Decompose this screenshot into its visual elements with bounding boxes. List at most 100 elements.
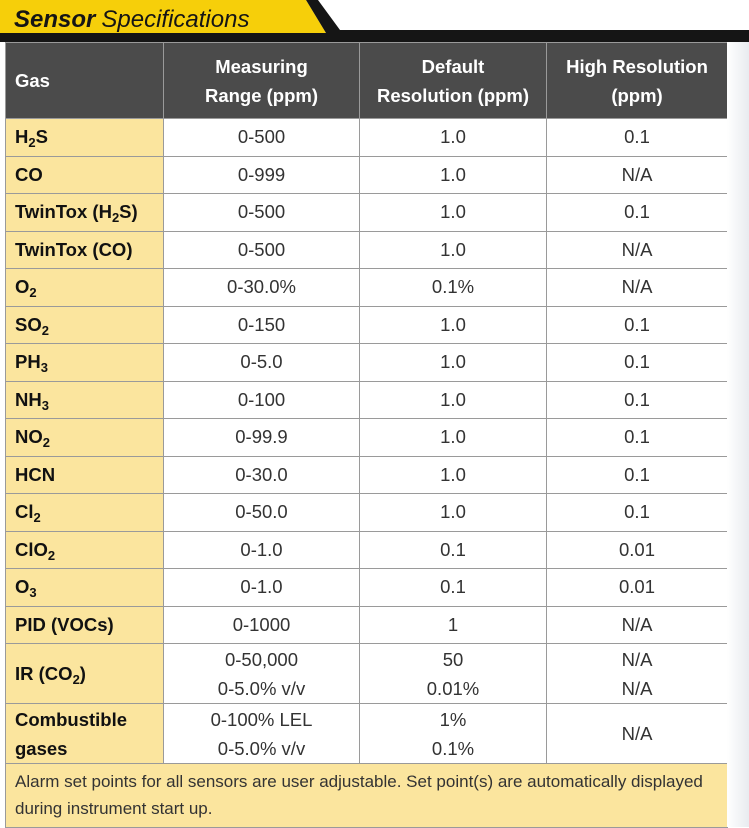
header-high-resolution: High Resolution (ppm): [546, 42, 728, 119]
default-line: 1%: [439, 708, 467, 730]
gas-subscript: 3: [41, 397, 49, 413]
range-cell: 0-30.0: [163, 455, 360, 494]
gas-text: TwinTox (H: [15, 201, 112, 223]
gas-cell: H2S: [5, 118, 164, 157]
high-resolution-cell: 0.1: [546, 380, 728, 419]
range-line: 0-50,000: [224, 648, 299, 670]
gas-text: O: [15, 276, 30, 298]
default-resolution-cell: 1.0: [359, 305, 547, 344]
default-resolution-cell: 1.0: [359, 380, 547, 419]
range-cell: 0-500: [163, 230, 360, 269]
high-resolution-cell: 0.1: [546, 493, 728, 532]
table-row: IR (CO2) 0-50,000 0-5.0% v/v 50 0.01% N/…: [5, 643, 728, 704]
gas-text: ClO: [15, 538, 48, 560]
gas-line: gases: [15, 737, 68, 759]
header-gas: Gas: [5, 42, 164, 119]
header-line: Range (ppm): [204, 84, 319, 106]
gas-subscript: 2: [28, 135, 36, 151]
gas-text: PH: [15, 351, 41, 373]
gas-subscript: 3: [40, 360, 48, 376]
gas-subscript: 2: [72, 671, 80, 687]
range-line: 0-5.0% v/v: [217, 737, 306, 759]
high-resolution-cell: N/A: [546, 703, 728, 764]
high-resolution-cell: N/A: [546, 605, 728, 644]
default-resolution-cell: 1: [359, 605, 547, 644]
range-cell: 0-50.0: [163, 493, 360, 532]
gas-text: S: [35, 126, 48, 148]
table-row: H2S 0-500 1.0 0.1: [5, 118, 728, 157]
range-cell: 0-999: [163, 155, 360, 194]
gas-cell: Combustible gases: [5, 703, 164, 764]
gas-subscript: 3: [29, 585, 37, 601]
gas-text: NH: [15, 388, 42, 410]
gas-cell: CO: [5, 155, 164, 194]
default-resolution-cell: 0.1: [359, 568, 547, 607]
gas-text: O: [15, 576, 30, 598]
gas-line: Combustible: [15, 708, 128, 730]
range-line: 0-100% LEL: [210, 708, 313, 730]
range-cell: 0-500: [163, 193, 360, 232]
gas-cell: NO2: [5, 418, 164, 457]
title-rest: Specifications: [101, 6, 250, 33]
range-cell: 0-150: [163, 305, 360, 344]
header-line: Measuring: [215, 55, 308, 77]
high-line: N/A: [621, 648, 653, 670]
gas-text: SO: [15, 313, 42, 335]
default-resolution-cell: 1.0: [359, 343, 547, 382]
high-resolution-cell: N/A N/A: [546, 643, 728, 704]
table-row: NH3 0-100 1.0 0.1: [5, 380, 728, 419]
range-cell: 0-500: [163, 118, 360, 157]
range-cell: 0-100: [163, 380, 360, 419]
gas-cell: SO2: [5, 305, 164, 344]
default-line: 0.01%: [426, 677, 480, 699]
high-resolution-cell: 0.1: [546, 193, 728, 232]
gas-cell: TwinTox (H2S): [5, 193, 164, 232]
high-resolution-cell: N/A: [546, 230, 728, 269]
header-measuring-range: Measuring Range (ppm): [163, 42, 360, 119]
gas-subscript: 2: [111, 210, 120, 226]
range-cell: 0-1.0: [163, 530, 360, 569]
gas-subscript: 2: [42, 435, 50, 451]
gas-cell: TwinTox (CO): [5, 230, 164, 269]
high-line: N/A: [621, 677, 653, 699]
table-header-row: Gas Measuring Range (ppm) Default Resolu…: [5, 42, 728, 119]
high-resolution-cell: N/A: [546, 155, 728, 194]
default-resolution-cell: 0.1%: [359, 268, 547, 307]
sensor-spec-table: Gas Measuring Range (ppm) Default Resolu…: [5, 42, 728, 828]
header-line: Resolution (ppm): [376, 84, 530, 106]
gas-subscript: 2: [33, 510, 41, 526]
gas-cell: PH3: [5, 343, 164, 382]
high-resolution-cell: 0.1: [546, 305, 728, 344]
table-row: ClO2 0-1.0 0.1 0.01: [5, 530, 728, 569]
header-default-resolution: Default Resolution (ppm): [359, 42, 547, 119]
table-row: PID (VOCs) 0-1000 1 N/A: [5, 605, 728, 644]
gas-text: Cl: [15, 501, 34, 523]
default-resolution-cell: 1.0: [359, 155, 547, 194]
gas-text: H: [15, 126, 29, 148]
title-banner: Sensor Specifications: [0, 0, 749, 42]
default-resolution-cell: 1.0: [359, 418, 547, 457]
default-line: 0.1%: [431, 737, 475, 759]
high-resolution-cell: 0.1: [546, 455, 728, 494]
high-resolution-cell: 0.1: [546, 418, 728, 457]
page-edge-shadow: [727, 42, 749, 827]
gas-subscript: 2: [47, 547, 56, 563]
footnote-row: Alarm set points for all sensors are use…: [5, 763, 728, 828]
gas-text: ): [79, 662, 86, 684]
default-resolution-cell: 1.0: [359, 193, 547, 232]
title-bold: Sensor: [14, 6, 96, 33]
table-row: Combustible gases 0-100% LEL 0-5.0% v/v …: [5, 703, 728, 764]
high-resolution-cell: 0.1: [546, 343, 728, 382]
gas-cell: O2: [5, 268, 164, 307]
gas-cell: PID (VOCs): [5, 605, 164, 644]
gas-text: S): [119, 201, 138, 223]
range-cell: 0-1000: [163, 605, 360, 644]
table-row: PH3 0-5.0 1.0 0.1: [5, 343, 728, 382]
default-resolution-cell: 1.0: [359, 118, 547, 157]
high-resolution-cell: N/A: [546, 268, 728, 307]
table-row: SO2 0-150 1.0 0.1: [5, 305, 728, 344]
header-line: Default: [421, 55, 485, 77]
high-resolution-cell: 0.01: [546, 530, 728, 569]
gas-cell: IR (CO2): [5, 643, 164, 704]
